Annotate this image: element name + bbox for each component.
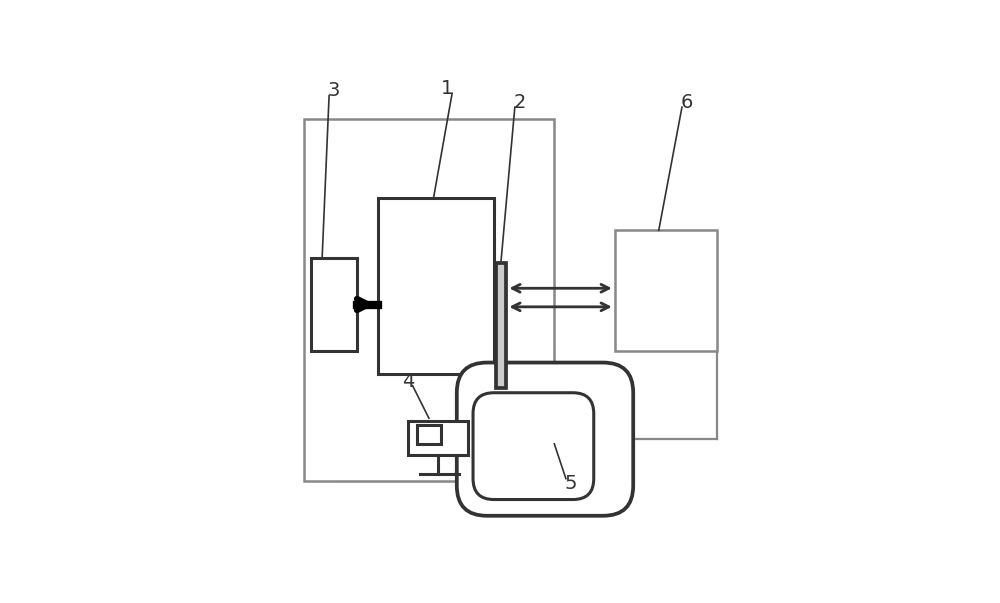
Bar (311, 258, 357, 351)
Text: 1: 1 (441, 79, 454, 98)
Text: 3: 3 (328, 81, 340, 101)
Text: 2: 2 (513, 93, 526, 112)
Text: 6: 6 (680, 93, 693, 112)
Bar (496, 263, 506, 388)
Bar (378, 198, 494, 374)
Text: 5: 5 (564, 474, 577, 493)
Bar (304, 119, 554, 481)
Bar (408, 421, 468, 455)
FancyBboxPatch shape (457, 362, 633, 516)
Bar (615, 230, 717, 351)
Bar (417, 425, 441, 444)
FancyBboxPatch shape (473, 393, 594, 499)
Text: 4: 4 (402, 371, 414, 391)
